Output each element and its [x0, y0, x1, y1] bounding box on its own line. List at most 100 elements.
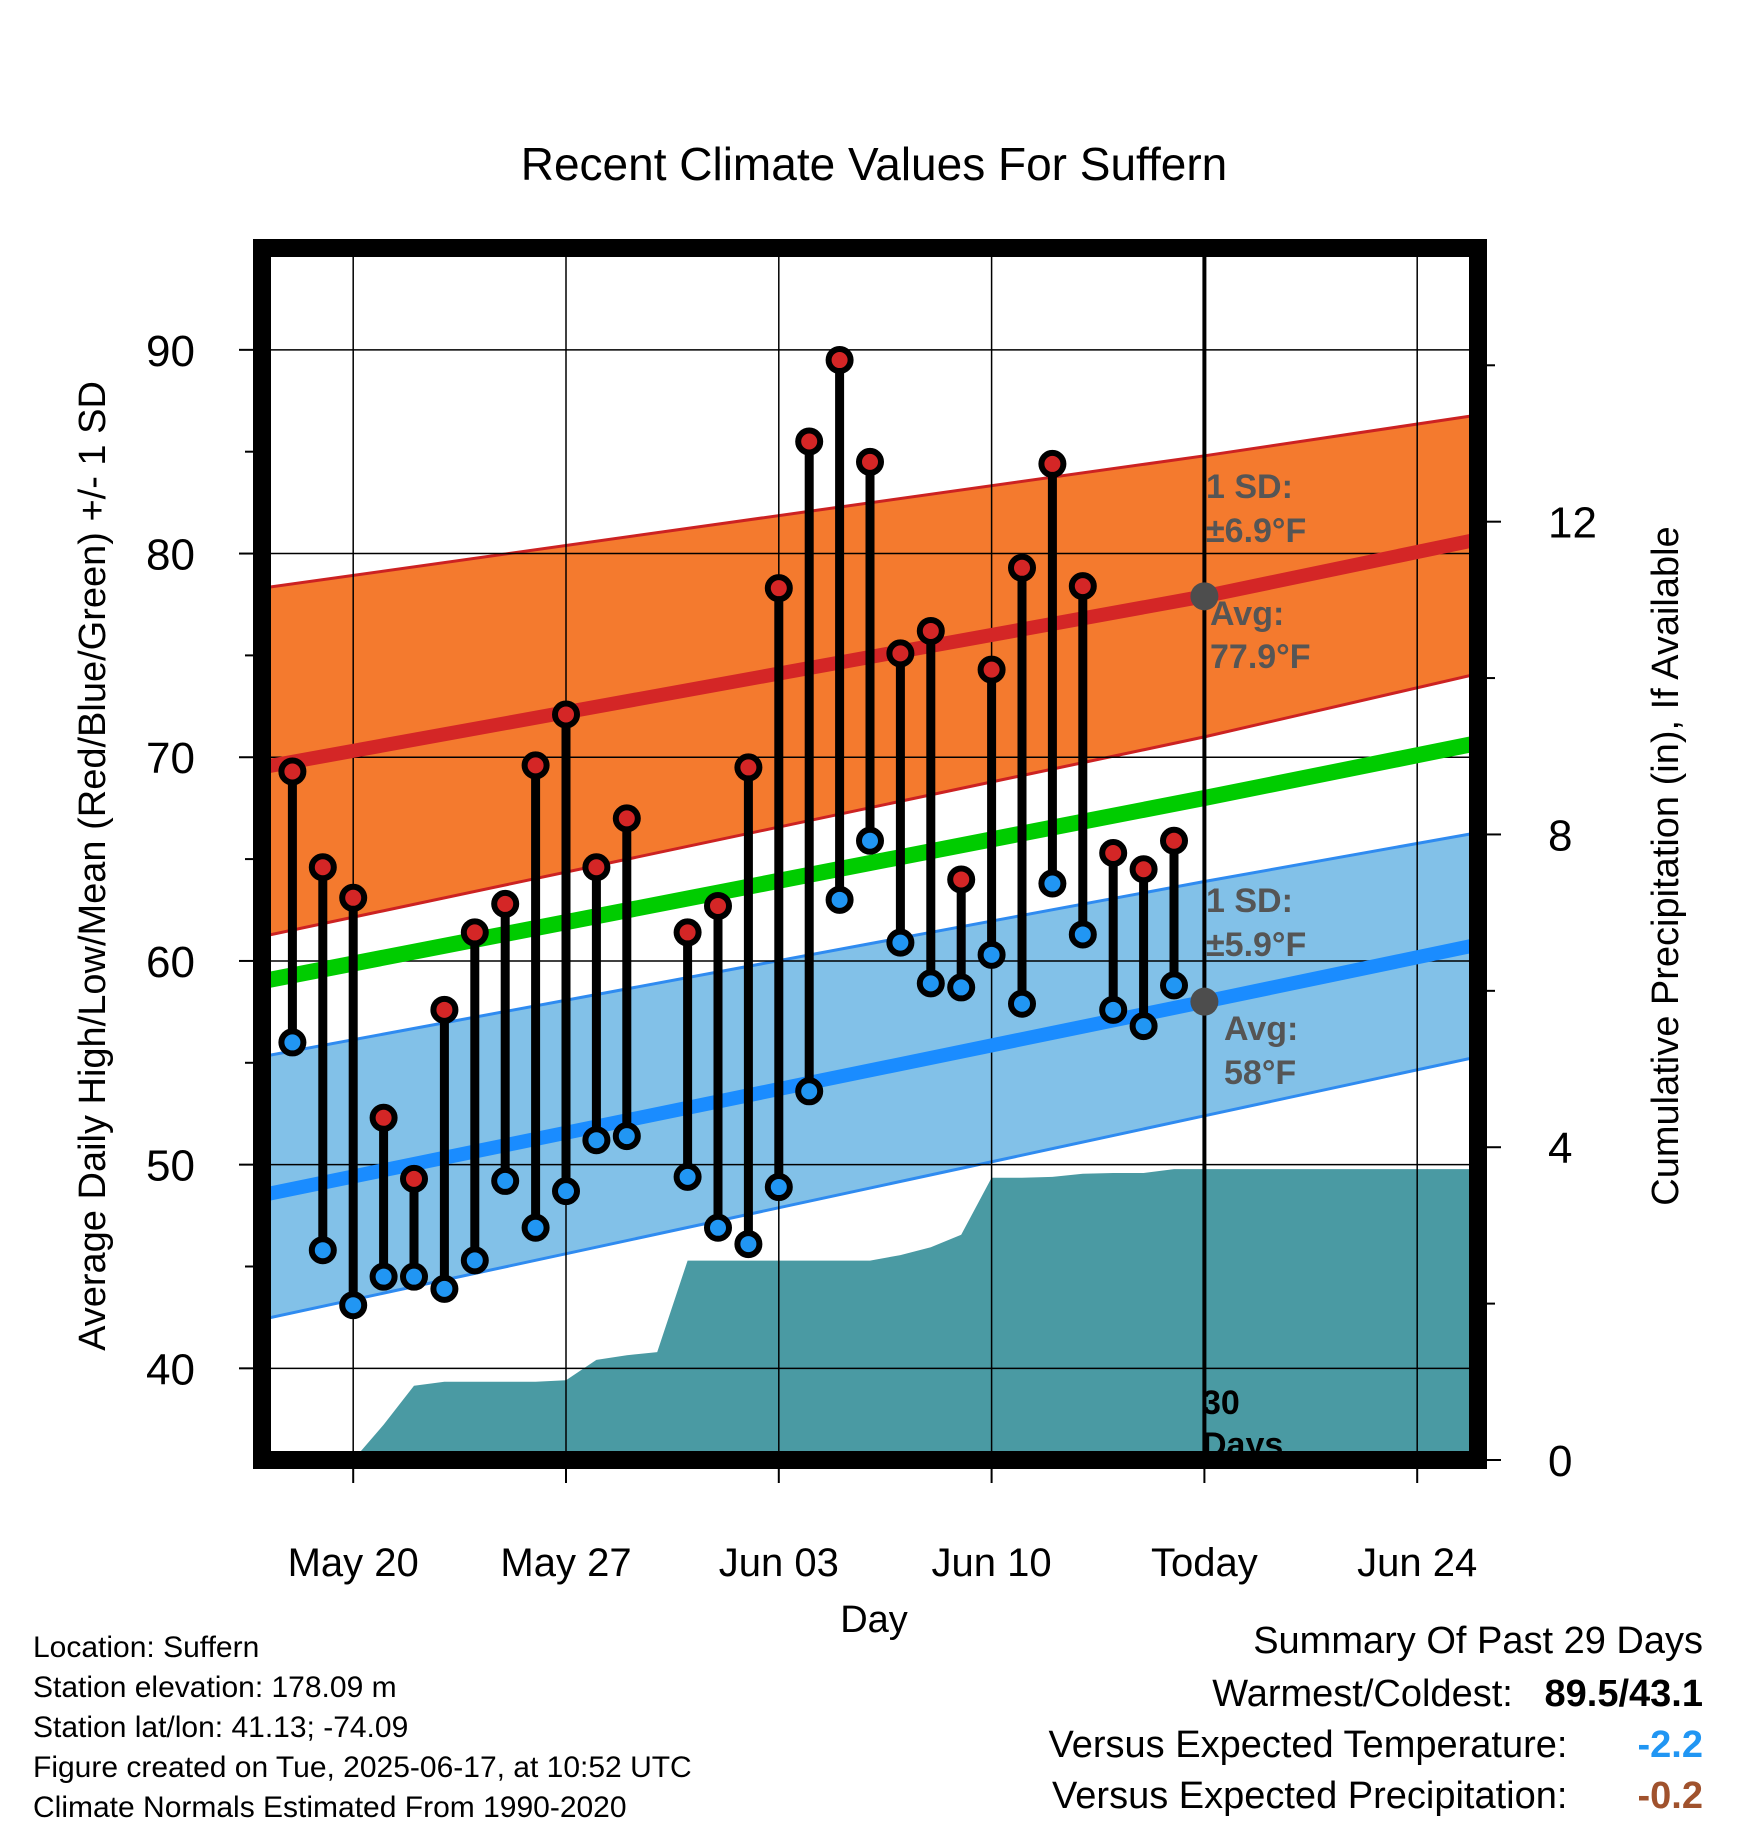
daily-low-point [552, 1177, 580, 1206]
daily-low-point [339, 1291, 368, 1320]
daily-low-point [916, 969, 945, 998]
warm-cold-value: 89.5/43.1 [1544, 1673, 1703, 1715]
daily-low-point [400, 1262, 428, 1291]
low-avg-label: Avg: [1224, 1010, 1298, 1048]
summary-temp: Versus Expected Temperature: -2.2 [1049, 1724, 1703, 1767]
daily-high-point [278, 757, 307, 786]
daily-high-point [400, 1164, 428, 1193]
daily-high-point [947, 865, 976, 894]
daily-high-point [612, 804, 641, 833]
daily-low-point [886, 928, 915, 957]
daily-low-point [1068, 920, 1097, 949]
daily-low-point [977, 940, 1006, 969]
info-elevation: Station elevation: 178.09 m [33, 1671, 397, 1704]
daily-high-point [1160, 826, 1188, 855]
summary-precip: Versus Expected Precipitation: -0.2 [1052, 1775, 1703, 1818]
daily-high-point [916, 616, 945, 645]
chart-title: Recent Climate Values For Suffern [521, 138, 1228, 190]
daily-low-point [582, 1126, 611, 1155]
info-location: Location: Suffern [33, 1631, 260, 1664]
temp-anomaly-value: -2.2 [1637, 1724, 1703, 1766]
x-tick-label: May 20 [288, 1541, 419, 1585]
daily-low-point [1160, 971, 1188, 1000]
daily-low-point [612, 1122, 641, 1151]
y2-axis-label: Cumulative Precipitation (in), If Availa… [1645, 526, 1687, 1205]
daily-high-point [521, 751, 550, 780]
y-tick-label: 40 [146, 1345, 195, 1394]
low-sd-label: 1 SD: [1206, 882, 1293, 920]
daily-high-point [491, 889, 520, 918]
daily-high-point [795, 427, 824, 456]
daily-high-point [369, 1103, 398, 1132]
daily-high-point [734, 753, 763, 782]
daily-low-point [734, 1230, 763, 1259]
daily-high-point [582, 853, 611, 882]
daily-high-point [430, 995, 459, 1024]
low-avg-value: 58°F [1224, 1054, 1296, 1092]
daily-low-point [430, 1274, 459, 1303]
today-low-average-marker [1190, 987, 1219, 1016]
plot-area: 1 SD: ±6.9°F Avg: 77.9°F 1 SD: ±5.9°F Avg: 58°F… [262, 248, 1478, 1460]
daily-high-point [1038, 449, 1067, 478]
daily-high-point [460, 918, 489, 947]
precip-label: Versus Expected Precipitation: [1052, 1775, 1568, 1817]
daily-high-point [704, 891, 732, 920]
daily-high-point [764, 574, 793, 603]
daily-low-point [1129, 1012, 1158, 1041]
daily-high-point [886, 639, 915, 668]
daily-low-point [764, 1173, 793, 1202]
y2-tick-label: 8 [1548, 811, 1572, 860]
high-avg-label: Avg: [1210, 595, 1284, 633]
x-axis-label: Day [840, 1599, 908, 1641]
daily-low-point [856, 826, 884, 855]
daily-high-point [977, 655, 1006, 684]
summary-warm-cold: Warmest/Coldest: 89.5/43.1 [1212, 1673, 1703, 1716]
daily-low-point [491, 1166, 520, 1195]
high-sd-value: ±6.9°F [1206, 512, 1306, 550]
daily-high-point [1129, 855, 1158, 884]
daily-low-point [521, 1213, 550, 1242]
warm-cold-label: Warmest/Coldest: [1212, 1673, 1513, 1715]
daily-low-point [460, 1246, 489, 1275]
x-tick-label: Jun 10 [932, 1541, 1052, 1585]
summary-heading: Summary Of Past 29 Days [1253, 1620, 1703, 1662]
plot-frame [253, 239, 1487, 1469]
temp-label: Versus Expected Temperature: [1048, 1724, 1568, 1766]
info-created: Figure created on Tue, 2025-06-17, at 10… [33, 1751, 692, 1784]
x-tick-label: Jun 03 [719, 1541, 839, 1585]
daily-high-point [339, 883, 368, 912]
daily-low-point [673, 1162, 702, 1191]
window-count: 30 [1202, 1384, 1240, 1422]
daily-low-point [795, 1077, 824, 1106]
daily-low-point [1008, 989, 1036, 1018]
y2-tick-label: 4 [1548, 1124, 1572, 1173]
daily-low-point [369, 1262, 398, 1291]
daily-high-point [825, 346, 854, 375]
precip-anomaly-value: -0.2 [1637, 1775, 1703, 1817]
daily-high-point [856, 447, 884, 476]
today-high-average-marker [1190, 582, 1219, 611]
x-tick-label: Today [1151, 1541, 1258, 1585]
y-tick-label: 80 [146, 531, 195, 580]
y2-tick-label: 12 [1548, 499, 1597, 548]
daily-low-point [825, 885, 854, 914]
y2-tick-label: 0 [1548, 1437, 1572, 1486]
y-axis-label: Average Daily High/Low/Mean (Red/Blue/Gr… [72, 381, 114, 1351]
plot-overlay: 40 50 60 70 80 90 0 4 8 12 May 20 May 27 Jun 03 Jun 1… [146, 239, 1597, 1585]
info-normals: Climate Normals Estimated From 1990-2020 [33, 1791, 627, 1824]
daily-low-point [704, 1213, 732, 1242]
daily-low-point [1099, 995, 1128, 1024]
y-tick-label: 70 [146, 734, 195, 783]
daily-high-point [552, 700, 580, 729]
daily-low-point [278, 1028, 307, 1057]
daily-high-point [673, 918, 702, 947]
info-latlon: Station lat/lon: 41.13; -74.09 [33, 1711, 409, 1744]
daily-low-point [308, 1236, 337, 1265]
daily-low-point [1038, 869, 1067, 898]
y-tick-label: 60 [146, 938, 195, 987]
plot-content: 1 SD: ±6.9°F Avg: 77.9°F 1 SD: ±5.9°F Avg: 58°F… [262, 248, 1478, 1460]
high-avg-value: 77.9°F [1210, 638, 1311, 676]
high-sd-label: 1 SD: [1206, 468, 1293, 506]
y-tick-label: 50 [146, 1142, 195, 1191]
